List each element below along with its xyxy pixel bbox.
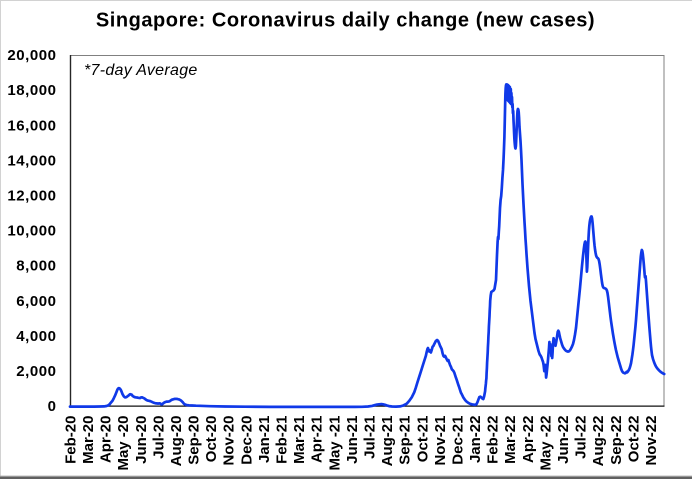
svg-text:Singapore: Coronavirus daily c: Singapore: Coronavirus daily change (new… [96,10,595,32]
svg-text:20,000: 20,000 [7,47,56,64]
svg-text:Nov-20: Nov-20 [221,416,238,466]
svg-text:14,000: 14,000 [7,152,56,169]
svg-text:16,000: 16,000 [7,117,56,134]
svg-text:Feb-22: Feb-22 [485,416,502,464]
svg-text:Aug-22: Aug-22 [590,416,607,467]
svg-text:Apr-21: Apr-21 [309,416,326,464]
svg-text:0: 0 [48,398,57,415]
svg-text:Mar-22: Mar-22 [502,416,519,464]
svg-text:Jun-20: Jun-20 [133,416,150,464]
svg-text:Sep-20: Sep-20 [186,416,203,465]
svg-text:Feb-21: Feb-21 [274,416,291,464]
svg-text:May -21: May -21 [326,416,343,471]
svg-text:Aug-21: Aug-21 [379,416,396,467]
svg-text:Oct-21: Oct-21 [414,416,431,463]
svg-text:12,000: 12,000 [7,188,56,205]
svg-text:8,000: 8,000 [16,258,56,275]
svg-text:10,000: 10,000 [7,223,56,240]
svg-text:Sep-22: Sep-22 [608,416,625,465]
svg-text:Jan-21: Jan-21 [256,416,273,464]
svg-text:2,000: 2,000 [16,363,56,380]
svg-text:Sep-21: Sep-21 [397,416,414,465]
svg-text:Dec-21: Dec-21 [450,416,467,465]
svg-text:Jun-22: Jun-22 [555,416,572,464]
svg-text:Feb-20: Feb-20 [62,416,79,464]
svg-text:Dec-20: Dec-20 [238,416,255,465]
svg-text:4,000: 4,000 [16,328,56,345]
svg-text:May -22: May -22 [537,416,554,471]
svg-text:Mar-20: Mar-20 [80,416,97,464]
svg-text:6,000: 6,000 [16,293,56,310]
svg-text:Nov-21: Nov-21 [432,416,449,466]
svg-text:Jan-22: Jan-22 [467,415,484,463]
svg-text:Apr-20: Apr-20 [98,416,115,464]
svg-text:*7-day Average: *7-day Average [84,62,198,79]
svg-text:Mar-21: Mar-21 [291,416,308,464]
svg-text:Jul-22: Jul-22 [573,416,590,459]
svg-text:Oct-20: Oct-20 [203,416,220,463]
svg-text:18,000: 18,000 [7,82,56,99]
svg-text:May -20: May -20 [115,416,132,471]
svg-text:Jun-21: Jun-21 [344,416,361,464]
svg-text:Apr-22: Apr-22 [520,416,537,464]
svg-text:Nov-22: Nov-22 [643,416,660,466]
svg-text:Jul-20: Jul-20 [150,416,167,459]
svg-text:Aug-20: Aug-20 [168,416,185,467]
svg-text:Oct-22: Oct-22 [625,416,642,463]
svg-text:Jul-21: Jul-21 [362,416,379,459]
